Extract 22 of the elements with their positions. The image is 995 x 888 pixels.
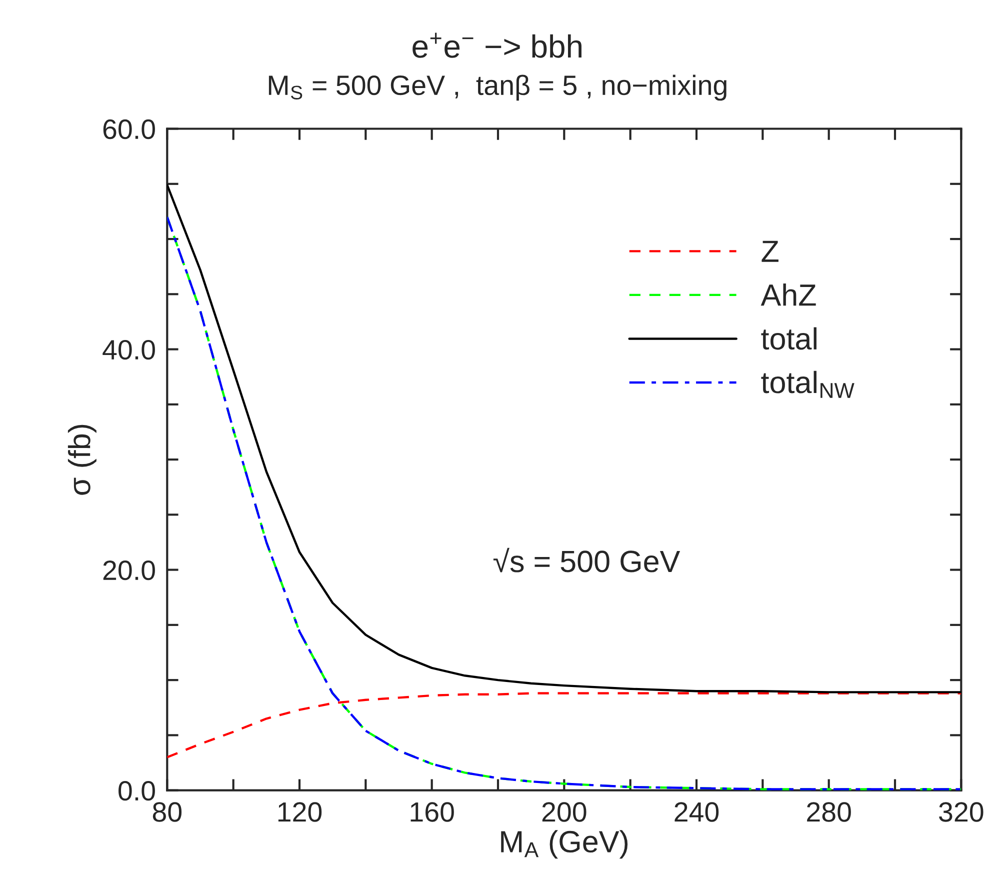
- y-tick-label: 40.0: [102, 340, 155, 360]
- x-tick-label: 120: [278, 802, 322, 822]
- x-axis-title: M$_{A}$ (GeV): [501, 830, 628, 859]
- y-axis-title: σ (fb): [68, 424, 96, 495]
- legend-label: AhZ: [760, 284, 816, 306]
- x-tick-label: 280: [807, 802, 851, 822]
- legend-label: Z: [762, 240, 778, 262]
- chart-subtitle: M$_{S}$ = 500 GeV , tanβ = 5 , no−mixing: [268, 74, 726, 101]
- legend-label: total: [761, 327, 816, 350]
- y-tick-label: 60.0: [103, 119, 155, 140]
- annotation: √s = 500 GeV: [493, 548, 680, 572]
- line-series: [167, 692, 962, 758]
- x-tick-label: 80: [152, 802, 182, 822]
- legend-label: total$_{NW}$: [761, 370, 854, 398]
- y-tick-label: 20.0: [103, 560, 155, 580]
- line-series: [167, 184, 962, 694]
- chart-title: e$^{+}$e$^{−}$ −> bbh: [412, 32, 582, 58]
- x-tick-label: 160: [410, 802, 454, 822]
- x-tick-label: 200: [542, 802, 586, 822]
- x-tick-label: 240: [674, 802, 719, 822]
- y-tick-label: 0.0: [118, 780, 155, 801]
- x-tick-label: 320: [939, 802, 984, 822]
